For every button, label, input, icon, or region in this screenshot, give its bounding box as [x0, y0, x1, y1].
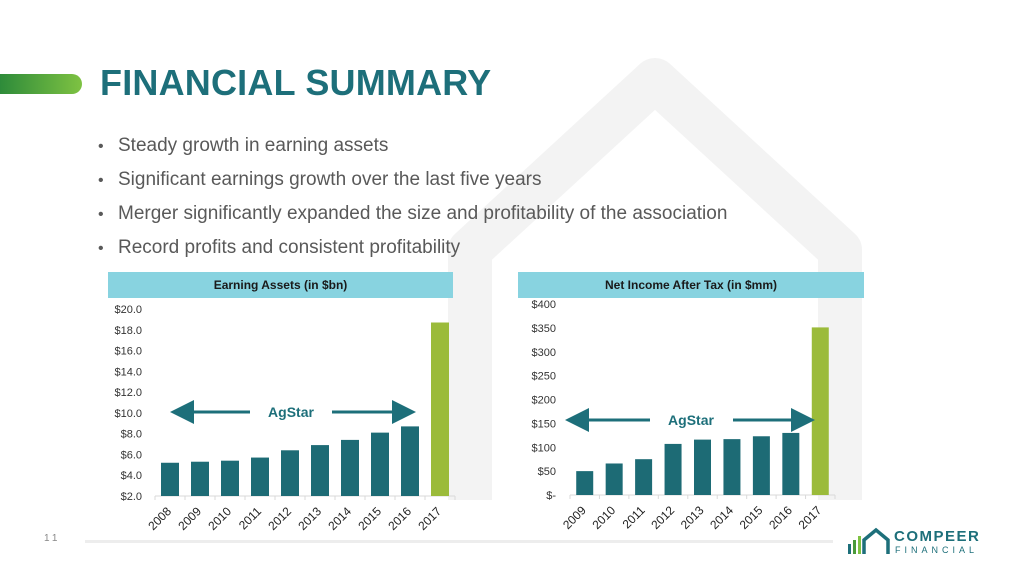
bullet-text: Significant earnings growth over the las… [118, 169, 542, 190]
assets-xtick-label: 2010 [205, 504, 234, 533]
assets-ytick-label: $12.0 [114, 387, 142, 399]
page-number: 11 [44, 533, 61, 544]
bullet-item: • Record profits and consistent profitabi… [98, 232, 727, 266]
income-bar-2009 [576, 471, 594, 495]
assets-bar-2016 [401, 426, 419, 496]
bullet-dot: • [98, 206, 104, 223]
income-xtick-label: 2012 [648, 503, 677, 532]
income-xtick-label: 2010 [590, 503, 619, 532]
income-xtick-label: 2013 [678, 503, 707, 532]
bullet-dot: • [98, 240, 104, 257]
assets-bar-2013 [311, 445, 329, 496]
income-bar-2010 [605, 463, 623, 495]
compeer-logo: COMPEER FINANCIAL [846, 527, 996, 557]
assets-xtick-label: 2011 [236, 504, 264, 532]
assets-ytick-label: $16.0 [114, 346, 142, 358]
assets-xtick-label: 2014 [325, 504, 354, 533]
assets-ytick-label: $14.0 [114, 366, 142, 378]
income-ytick-label: $50 [538, 466, 556, 478]
assets-bar-2017 [431, 322, 449, 496]
income-ytick-label: $400 [532, 299, 556, 311]
assets-xtick-label: 2008 [145, 504, 174, 533]
logo-house-icon [848, 527, 890, 554]
assets-xtick-label: 2016 [385, 504, 414, 533]
assets-agstar-label: AgStar [268, 404, 314, 420]
income-bar-2012 [664, 443, 682, 495]
income-ytick-label: $350 [532, 323, 556, 335]
assets-bar-2012 [281, 450, 299, 496]
assets-ytick-label: $6.0 [121, 449, 142, 461]
assets-xtick-label: 2017 [415, 504, 444, 533]
assets-bar-2010 [221, 460, 239, 496]
income-agstar-label: AgStar [668, 412, 714, 428]
income-ytick-label: $- [546, 490, 556, 502]
income-bar-2013 [694, 439, 711, 495]
bullet-text: Merger significantly expanded the size a… [118, 203, 728, 224]
footer-divider [85, 540, 833, 543]
title-accent-bar [0, 74, 82, 94]
income-xtick-label: 2015 [737, 503, 766, 532]
assets-ytick-label: $2.0 [121, 491, 142, 503]
assets-bar-2008 [161, 462, 179, 496]
income-bar-2014 [723, 439, 741, 495]
income-xtick-label: 2016 [766, 503, 795, 532]
income-ytick-label: $250 [532, 371, 556, 383]
assets-ytick-label: $8.0 [121, 429, 142, 441]
income-bar-2011 [635, 459, 653, 495]
assets-bar-2011 [251, 457, 269, 496]
assets-xtick-label: 2013 [295, 504, 324, 533]
assets-xtick-label: 2012 [265, 504, 294, 533]
assets-bar-2015 [371, 432, 389, 496]
income-ytick-label: $150 [532, 418, 556, 430]
income-ytick-label: $200 [532, 395, 556, 407]
bullet-text: Record profits and consistent profitabil… [118, 237, 461, 258]
assets-ytick-label: $4.0 [121, 470, 142, 482]
bullet-dot: • [98, 172, 104, 189]
earning-assets-chart-title: Earning Assets (in $bn) [108, 272, 453, 298]
assets-xtick-label: 2015 [355, 504, 384, 533]
income-xtick-label: 2014 [707, 503, 736, 532]
bullet-item: • Steady growth in earning assets [98, 130, 727, 164]
assets-bar-2014 [341, 439, 359, 496]
bullet-dot: • [98, 138, 104, 155]
net-income-chart-title: Net Income After Tax (in $mm) [518, 272, 864, 298]
logo-wordmark: COMPEER [894, 528, 981, 545]
income-xtick-label: 2011 [620, 503, 648, 531]
assets-ytick-label: $20.0 [114, 304, 142, 316]
assets-ytick-label: $10.0 [114, 408, 142, 420]
income-xtick-label: 2009 [560, 503, 589, 532]
income-bar-2017 [811, 327, 829, 495]
bullet-text: Steady growth in earning assets [118, 135, 389, 156]
income-xtick-label: 2017 [796, 503, 825, 532]
income-ytick-label: $300 [532, 347, 556, 359]
income-ytick-label: $100 [532, 442, 556, 454]
logo-subtitle: FINANCIAL [895, 545, 979, 555]
bullet-list: • Steady growth in earning assets • Signif… [98, 130, 727, 266]
income-bar-2016 [782, 432, 800, 495]
bullet-item: • Merger significantly expanded the size … [98, 198, 727, 232]
assets-bar-2009 [191, 461, 209, 496]
assets-ytick-label: $18.0 [114, 325, 142, 337]
page-title: FINANCIAL SUMMARY [100, 62, 492, 103]
bullet-item: • Significant earnings growth over the la… [98, 164, 727, 198]
assets-xtick-label: 2009 [175, 504, 204, 533]
income-bar-2015 [752, 436, 770, 495]
